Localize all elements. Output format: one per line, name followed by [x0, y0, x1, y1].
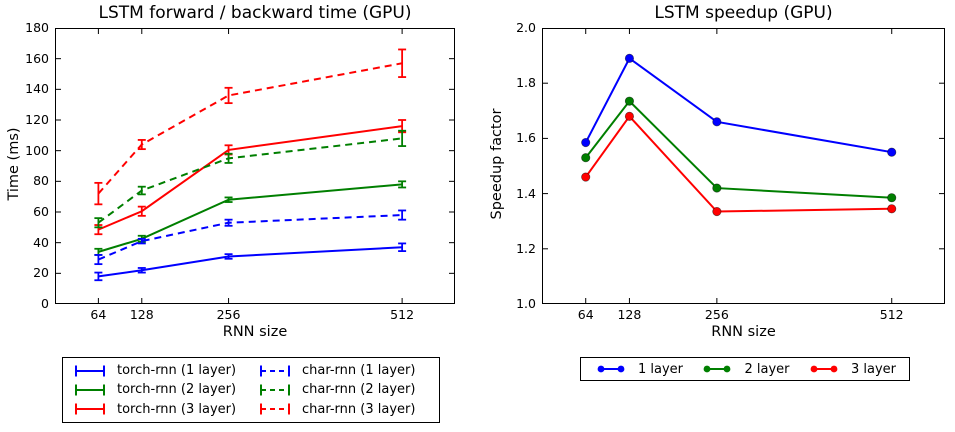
- y-tick-label-100: 100: [25, 142, 49, 158]
- legend-label-char-rnn-3-layer: char-rnn (3 layer): [302, 401, 416, 417]
- time-chart-panel: LSTM forward / backward time (GPU) Time …: [6, 3, 455, 423]
- speedup-chart-title: LSTM speedup (GPU): [654, 3, 833, 23]
- legend-entry-torch-rnn-1-layer: torch-rnn (1 layer): [73, 361, 244, 380]
- legend-entry-char-rnn-3-layer: char-rnn (3 layer): [258, 400, 429, 419]
- legend-entry-2-layer: 2 layer: [700, 361, 790, 377]
- x-tick-label-256: 256: [216, 307, 241, 322]
- speedup-y-axis-label: Speedup factor: [489, 108, 505, 220]
- legend-entry-torch-rnn-3-layer: torch-rnn (3 layer): [73, 400, 244, 419]
- series-marker-1-layer: [887, 147, 897, 157]
- x-tick-label-512: 512: [390, 307, 415, 322]
- time-plot-area: [55, 28, 455, 304]
- legend-sample-icon-2-layer: [704, 365, 731, 373]
- series-marker-3-layer: [581, 172, 591, 182]
- speedup-plot-area: [542, 28, 945, 304]
- speedup-chart-panel: LSTM speedup (GPU) Speedup factor RNN si…: [477, 0, 955, 432]
- axes-frame: [55, 28, 455, 304]
- series-marker-2-layer: [581, 153, 591, 163]
- series-line-torch-rnn-3-layer: [97, 125, 403, 231]
- y-tick-label-80: 80: [33, 173, 49, 189]
- legend-sample-icon-char-rnn-1-layer: [260, 365, 290, 377]
- legend-sample-icon-3-layer: [810, 365, 838, 373]
- legend-label-torch-rnn-1-layer: torch-rnn (1 layer): [117, 363, 237, 379]
- series-marker-3-layer: [712, 206, 722, 217]
- y-tick-label-2.0: 2.0: [516, 20, 536, 35]
- x-tick-label-128: 128: [617, 307, 642, 322]
- y-tick-label-0: 0: [41, 296, 49, 311]
- legend-entry-char-rnn-2-layer: char-rnn (2 layer): [258, 380, 429, 399]
- x-tick-label-128: 128: [129, 307, 154, 322]
- legend-label-char-rnn-1-layer: char-rnn (1 layer): [302, 363, 416, 379]
- legend-sample-icon-torch-rnn-3-layer: [75, 403, 105, 415]
- y-tick-label-1.0: 1.0: [516, 296, 536, 311]
- series-line-char-rnn-1-layer: [97, 214, 403, 261]
- time-y-axis-label: Time (ms): [6, 127, 22, 201]
- series-line-1-layer: [584, 56, 892, 154]
- series-marker-2-layer: [712, 183, 722, 193]
- y-tick-label-1.8: 1.8: [516, 75, 536, 91]
- time-chart-title: LSTM forward / backward time (GPU): [98, 3, 412, 23]
- series-marker-3-layer: [887, 204, 897, 214]
- legend-label-1-layer: 1 layer: [638, 361, 684, 377]
- legend-label-torch-rnn-2-layer: torch-rnn (2 layer): [117, 382, 237, 398]
- y-tick-label-1.2: 1.2: [516, 240, 536, 256]
- axes-frame: [542, 28, 945, 304]
- y-tick-label-1.6: 1.6: [516, 130, 536, 146]
- x-tick-label-64: 64: [577, 307, 594, 322]
- legend-dot: [617, 365, 625, 373]
- legend-sample-icon-char-rnn-3-layer: [260, 403, 290, 415]
- legend-label-2-layer: 2 layer: [744, 361, 790, 377]
- series-marker-2-layer: [887, 193, 897, 203]
- legend-label-3-layer: 3 layer: [850, 361, 896, 377]
- legend-dot: [704, 365, 711, 373]
- legend-label-char-rnn-2-layer: char-rnn (2 layer): [302, 382, 416, 398]
- legend-dot: [597, 365, 605, 373]
- y-tick-label-20: 20: [33, 265, 49, 281]
- series-line-torch-rnn-1-layer: [98, 246, 403, 278]
- legend-label-torch-rnn-3-layer: torch-rnn (3 layer): [117, 401, 237, 417]
- series-line-char-rnn-2-layer: [97, 137, 403, 224]
- series-marker-1-layer: [581, 137, 591, 148]
- series-marker-3-layer: [624, 111, 634, 121]
- series-line-torch-rnn-2-layer: [98, 183, 403, 253]
- y-tick-label-60: 60: [33, 204, 49, 219]
- legend-dot: [810, 365, 818, 373]
- time-chart-legend: torch-rnn (1 layer) torch-rnn (2 layer) to…: [62, 357, 440, 423]
- y-tick-label-140: 140: [25, 81, 49, 97]
- x-tick-label-512: 512: [879, 307, 904, 322]
- legend-dot: [830, 365, 838, 373]
- y-tick-label-120: 120: [25, 112, 49, 127]
- x-tick-label-256: 256: [704, 307, 729, 322]
- y-tick-label-180: 180: [25, 20, 49, 35]
- series-line-char-rnn-3-layer: [97, 62, 403, 195]
- legend-dot: [724, 365, 731, 373]
- series-line-2-layer: [584, 99, 892, 199]
- legend-sample-icon-1-layer: [597, 365, 625, 373]
- legend-entry-char-rnn-1-layer: char-rnn (1 layer): [258, 361, 429, 380]
- series-line-3-layer: [584, 114, 892, 213]
- legend-sample-icon-char-rnn-2-layer: [260, 384, 290, 396]
- legend-entry-1-layer: 1 layer: [594, 362, 683, 377]
- y-tick-label-40: 40: [33, 234, 49, 250]
- speedup-chart-legend: 1 layer 2 layer 3 layer: [580, 357, 910, 381]
- legend-entry-3-layer: 3 layer: [807, 362, 896, 377]
- legend-sample-icon-torch-rnn-2-layer: [75, 384, 105, 396]
- legend-sample-icon-torch-rnn-1-layer: [75, 365, 105, 377]
- y-tick-label-160: 160: [25, 50, 49, 66]
- x-tick-label-64: 64: [90, 307, 107, 322]
- time-x-axis-label: RNN size: [222, 324, 288, 340]
- series-marker-2-layer: [624, 96, 634, 106]
- series-marker-1-layer: [712, 117, 722, 127]
- speedup-x-axis-label: RNN size: [711, 324, 776, 340]
- legend-entry-torch-rnn-2-layer: torch-rnn (2 layer): [73, 380, 244, 399]
- series-marker-1-layer: [624, 53, 634, 63]
- y-tick-label-1.4: 1.4: [516, 185, 536, 201]
